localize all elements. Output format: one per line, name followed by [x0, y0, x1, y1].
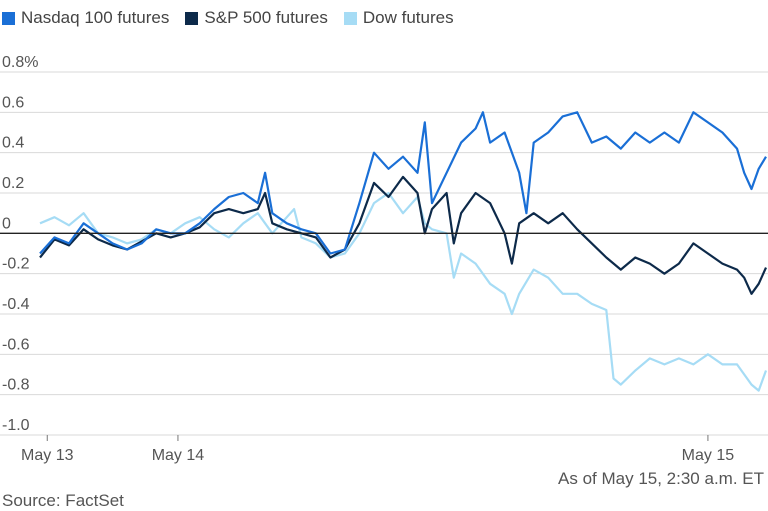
series-line-2 [39, 191, 768, 392]
x-tick-label: May 13 [21, 447, 74, 464]
legend-label-sp500: S&P 500 futures [204, 8, 328, 27]
y-tick-label: 0.8% [2, 54, 38, 71]
legend-swatch-nasdaq [2, 11, 15, 25]
legend-item-dow: Dow futures [343, 8, 454, 28]
x-tick-label: May 14 [152, 447, 205, 464]
y-axis-labels: 0.8% 0.6 0.4 0.2 0 -0.2 -0.4 -0.6 -0.8 -1.0 [2, 54, 38, 434]
source-note: Source: FactSet [2, 491, 124, 510]
legend-item-nasdaq: Nasdaq 100 futures [2, 8, 169, 28]
legend-label-nasdaq: Nasdaq 100 futures [21, 8, 170, 27]
line-chart: 0.8% 0.6 0.4 0.2 0 -0.2 -0.4 -0.6 -0.8 -1.0 May 1… [0, 54, 768, 464]
legend-swatch-sp500 [185, 11, 199, 25]
chart-legend: Nasdaq 100 futures S&P 500 futures Dow f… [2, 8, 454, 28]
series-line-0 [39, 111, 767, 255]
y-tick-label: 0.6 [2, 94, 24, 111]
y-tick-label: -0.4 [2, 296, 30, 313]
series-lines [39, 111, 768, 392]
y-tick-label: -0.8 [2, 377, 30, 394]
y-tick-label: -1.0 [2, 417, 30, 434]
y-tick-label: 0.2 [2, 175, 24, 192]
legend-item-sp500: S&P 500 futures [185, 8, 328, 28]
y-tick-label: 0 [2, 215, 11, 232]
grid-lines [0, 71, 768, 436]
timestamp-note: As of May 15, 2:30 a.m. ET [558, 469, 764, 488]
x-axis: May 13 May 14 May 15 [21, 435, 734, 464]
y-tick-label: 0.4 [2, 135, 24, 152]
x-tick-label: May 15 [682, 447, 735, 464]
legend-swatch-dow [343, 11, 357, 25]
y-tick-label: -0.6 [2, 336, 30, 353]
legend-label-dow: Dow futures [362, 8, 454, 27]
y-tick-label: -0.2 [2, 256, 30, 273]
